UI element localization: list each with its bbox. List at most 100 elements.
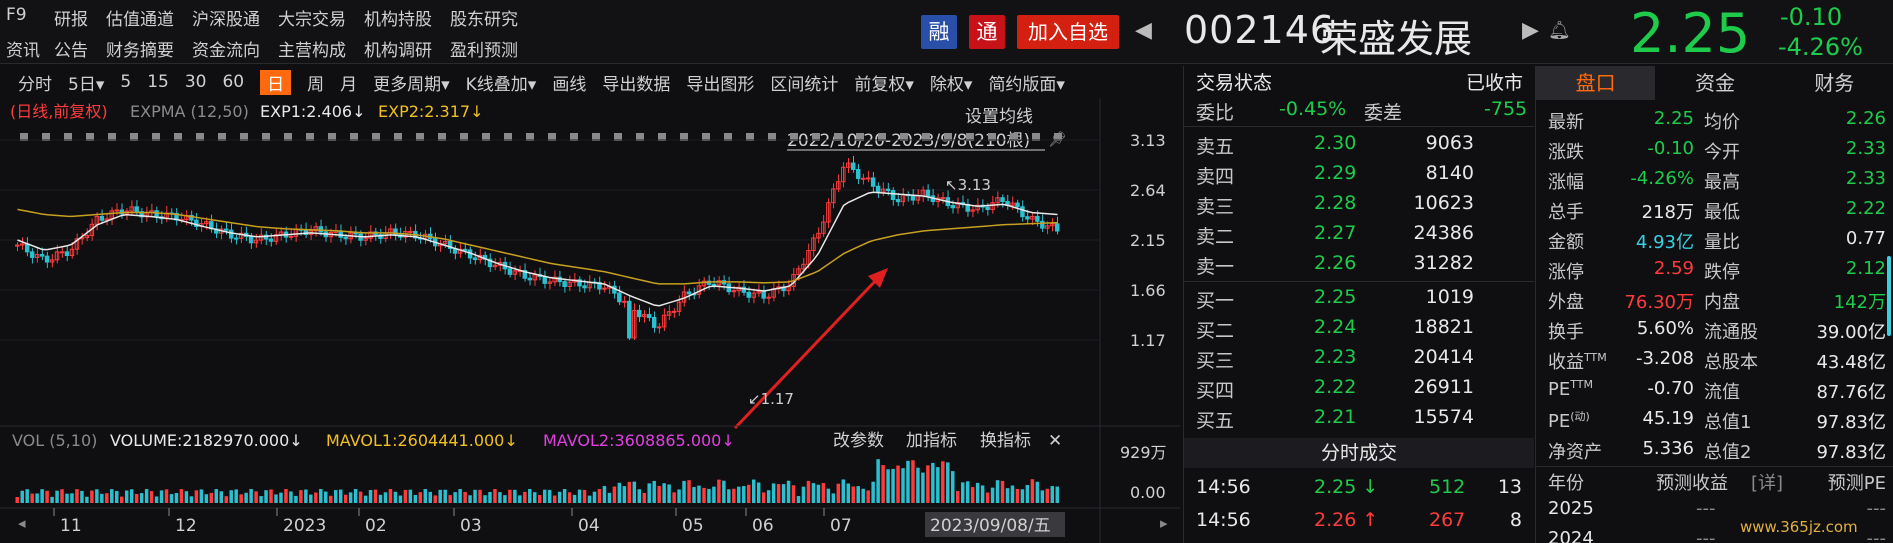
event-marker[interactable] xyxy=(746,133,754,141)
bell-icon[interactable]: 🔔︎ xyxy=(1548,20,1571,41)
event-marker[interactable] xyxy=(372,133,380,141)
toolbar-item[interactable]: 60 xyxy=(222,72,245,92)
event-marker[interactable] xyxy=(614,133,622,141)
switch-indicator-button[interactable]: 换指标 xyxy=(980,431,1031,451)
event-marker[interactable] xyxy=(328,133,336,141)
event-marker[interactable] xyxy=(570,133,578,141)
nav-research[interactable]: 研报 xyxy=(54,10,88,30)
margin-badge[interactable]: 融 xyxy=(921,15,957,49)
nav-news[interactable]: 资讯 xyxy=(6,41,40,61)
event-marker[interactable] xyxy=(438,133,446,141)
toolbar-item[interactable]: 除权▾ xyxy=(929,74,973,95)
toolbar-item[interactable]: 简约版面▾ xyxy=(988,74,1065,95)
edit-params-button[interactable]: 改参数 xyxy=(833,431,884,451)
toolbar-item[interactable]: 15 xyxy=(147,72,169,92)
tab-2[interactable]: 财务 xyxy=(1814,71,1855,95)
scroll-right-icon[interactable]: ▸ xyxy=(1160,514,1168,532)
nav-connect[interactable]: 沪深股通 xyxy=(192,10,260,30)
event-marker[interactable] xyxy=(856,133,864,141)
connect-badge[interactable]: 通 xyxy=(969,15,1005,49)
event-marker[interactable] xyxy=(790,133,798,141)
toolbar-item[interactable]: 前复权▾ xyxy=(854,74,914,95)
event-marker[interactable] xyxy=(86,133,94,141)
event-marker[interactable] xyxy=(636,133,644,141)
nav-forecast[interactable]: 盈利预测 xyxy=(450,41,518,61)
nav-finance[interactable]: 财务摘要 xyxy=(106,41,174,61)
event-marker[interactable] xyxy=(64,133,72,141)
prev-stock-icon[interactable]: ◀ xyxy=(1135,18,1152,43)
event-marker[interactable] xyxy=(350,133,358,141)
tab-0[interactable]: 盘口 xyxy=(1536,66,1656,100)
event-marker[interactable] xyxy=(152,133,160,141)
toolbar-item[interactable]: 30 xyxy=(184,72,207,92)
toolbar-item[interactable]: 区间统计 xyxy=(770,74,839,95)
event-marker[interactable] xyxy=(812,133,820,141)
event-marker[interactable] xyxy=(42,133,50,141)
event-marker[interactable] xyxy=(218,133,226,141)
event-marker[interactable] xyxy=(702,133,710,141)
tab-1[interactable]: 资金 xyxy=(1694,71,1735,95)
event-marker[interactable] xyxy=(944,133,952,141)
event-marker[interactable] xyxy=(966,133,974,141)
event-marker[interactable] xyxy=(878,133,886,141)
event-markers[interactable] xyxy=(20,133,1062,141)
panel-scrollbar[interactable] xyxy=(1887,256,1891,336)
ma-setting-button[interactable]: 设置均线 xyxy=(965,107,1033,127)
event-marker[interactable] xyxy=(416,133,424,141)
event-marker[interactable] xyxy=(592,133,600,141)
event-marker[interactable] xyxy=(196,133,204,141)
nav-f9[interactable]: F9 xyxy=(6,5,27,25)
toolbar-item[interactable]: 日 xyxy=(260,69,292,95)
scroll-left-icon[interactable]: ◂ xyxy=(18,514,26,532)
toolbar-item[interactable]: 月 xyxy=(340,74,358,95)
event-marker[interactable] xyxy=(262,133,270,141)
event-marker[interactable] xyxy=(1054,133,1062,141)
add-watchlist-button[interactable]: 加入自选 xyxy=(1017,15,1119,49)
event-marker[interactable] xyxy=(834,133,842,141)
event-marker[interactable] xyxy=(482,133,490,141)
event-marker[interactable] xyxy=(724,133,732,141)
event-marker[interactable] xyxy=(900,133,908,141)
kline-chart[interactable]: (日线,前复权) EXPMA (12,50) EXP1:2.406↓ EXP2:… xyxy=(0,98,1180,543)
event-marker[interactable] xyxy=(284,133,292,141)
nav-block-trade[interactable]: 大宗交易 xyxy=(278,10,346,30)
nav-institution[interactable]: 机构持股 xyxy=(364,10,432,30)
toolbar-item[interactable]: 5日▾ xyxy=(68,74,105,95)
event-marker[interactable] xyxy=(174,133,182,141)
event-marker[interactable] xyxy=(394,133,402,141)
toolbar-item[interactable]: 周 xyxy=(307,74,325,95)
event-marker[interactable] xyxy=(680,133,688,141)
next-stock-icon[interactable]: ▶ xyxy=(1522,18,1539,43)
event-marker[interactable] xyxy=(306,133,314,141)
forecast-header-cell[interactable]: [详] xyxy=(1751,473,1784,494)
close-icon[interactable]: ✕ xyxy=(1048,431,1062,451)
event-marker[interactable] xyxy=(988,133,996,141)
event-marker[interactable] xyxy=(460,133,468,141)
nav-fund-flow[interactable]: 资金流向 xyxy=(192,41,260,61)
event-marker[interactable] xyxy=(526,133,534,141)
event-marker[interactable] xyxy=(20,133,28,141)
toolbar-item[interactable]: 画线 xyxy=(552,74,587,95)
add-indicator-button[interactable]: 加指标 xyxy=(906,431,957,451)
toolbar-item[interactable]: 更多周期▾ xyxy=(373,74,450,95)
toolbar-item[interactable]: 导出图形 xyxy=(686,74,755,95)
event-marker[interactable] xyxy=(658,133,666,141)
nav-business[interactable]: 主营构成 xyxy=(278,41,346,61)
nav-shareholder[interactable]: 股东研究 xyxy=(450,10,518,30)
event-marker[interactable] xyxy=(108,133,116,141)
event-marker[interactable] xyxy=(504,133,512,141)
toolbar-item[interactable]: 5 xyxy=(120,72,132,92)
toolbar-item[interactable]: K线叠加▾ xyxy=(465,74,537,95)
event-marker[interactable] xyxy=(240,133,248,141)
toolbar-item[interactable]: 导出数据 xyxy=(602,74,671,95)
event-marker[interactable] xyxy=(768,133,776,141)
event-marker[interactable] xyxy=(922,133,930,141)
nav-valuation[interactable]: 估值通道 xyxy=(106,10,174,30)
toolbar-item[interactable]: 分时 xyxy=(18,74,52,95)
nav-announcement[interactable]: 公告 xyxy=(54,41,88,61)
event-marker[interactable] xyxy=(1032,133,1040,141)
nav-survey[interactable]: 机构调研 xyxy=(364,41,432,61)
event-marker[interactable] xyxy=(548,133,556,141)
event-marker[interactable] xyxy=(130,133,138,141)
event-marker[interactable] xyxy=(1010,133,1018,141)
